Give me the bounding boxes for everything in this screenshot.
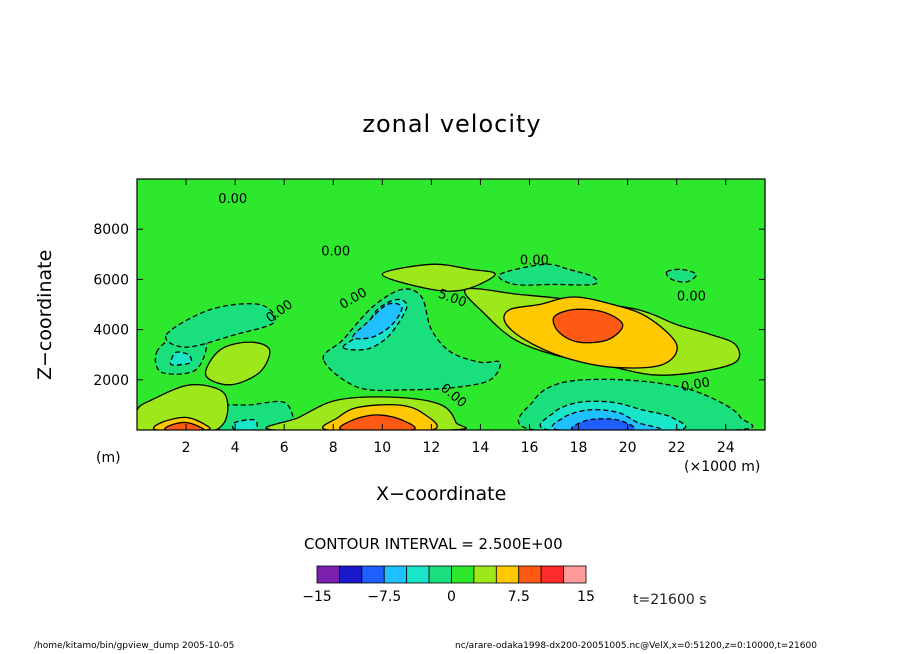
footer-right: nc/arare-odaka1998-dx200-20051005.nc@Vel…: [455, 641, 817, 651]
contour-region-9: [381, 263, 496, 292]
colorbar-swatch: [451, 565, 475, 584]
colorbar-tick-label: −15: [302, 589, 332, 605]
contour-interval-label: CONTOUR INTERVAL = 2.500E+00: [304, 535, 563, 553]
x-tick-label: 4: [231, 440, 240, 456]
contour-label: 0.00: [677, 290, 706, 305]
x-tick-label: 16: [521, 440, 539, 456]
y-tick-label: 6000: [93, 272, 129, 288]
colorbar-swatch: [339, 565, 363, 584]
contour-region-8: [204, 341, 271, 386]
x-axis-label: X−coordinate: [376, 483, 507, 505]
colorbar-swatch: [316, 565, 340, 584]
colorbar-tick-label: 0: [447, 589, 456, 605]
contour-region-5: [498, 263, 598, 286]
colorbar-tick-label: 15: [577, 589, 595, 605]
colorbar-swatch: [428, 565, 452, 584]
x-tick-label: 20: [619, 440, 637, 456]
colorbar-tick-label: 7.5: [508, 589, 530, 605]
y-tick-label: 4000: [93, 323, 129, 339]
colorbar-swatch: [495, 565, 520, 584]
contour-label: 0.00: [321, 245, 350, 260]
colorbar-tick-label: −7.5: [367, 589, 401, 605]
contour-region-2: [164, 303, 277, 348]
contour-label: 0.00: [680, 375, 711, 395]
colorbar-swatch: [540, 565, 564, 584]
footer-left: /home/kitamo/bin/gpview_dump 2005-10-05: [34, 641, 235, 651]
colorbar: −15 −7.5 0 7.5 15: [302, 565, 595, 605]
contour-field: [137, 179, 765, 430]
x-tick-label: 12: [422, 440, 440, 456]
y-axis-unit: (m): [96, 450, 121, 466]
contour-region-4: [322, 288, 502, 392]
contour-label: 0.00: [520, 253, 549, 268]
contour-region-6: [665, 268, 697, 283]
contour-region-20: [352, 302, 403, 340]
x-axis-unit: (×1000 m): [684, 459, 761, 475]
x-tick-label: 18: [570, 440, 588, 456]
x-tick-label: 6: [280, 440, 289, 456]
colorbar-swatch: [473, 565, 497, 584]
contour-region-11: [137, 384, 229, 430]
y-tick-label: 8000: [93, 222, 129, 238]
colorbar-swatch: [406, 565, 430, 584]
plot-frame: [136, 178, 766, 431]
x-tick-label: 22: [668, 440, 686, 456]
y-axis-label: Z−coordinate: [34, 249, 56, 380]
colorbar-swatch: [518, 565, 542, 584]
x-tick-label: 24: [717, 440, 735, 456]
contour-region-15: [232, 418, 258, 430]
x-tick-label: 2: [182, 440, 191, 456]
contour-region-25: [571, 418, 636, 430]
contour-region-23: [163, 421, 205, 430]
time-label: t=21600 s: [633, 592, 707, 608]
chart-title: zonal velocity: [362, 110, 542, 138]
y-tick-label: 2000: [93, 373, 129, 389]
contour-label: 0.00: [218, 192, 247, 207]
contour-region-13: [169, 351, 193, 366]
colorbar-swatch: [383, 565, 408, 584]
colorbar-swatch: [361, 565, 385, 584]
x-tick-label: 10: [373, 440, 391, 456]
contour-region-24: [339, 414, 416, 430]
x-tick-label: 8: [329, 440, 338, 456]
contour-region-22: [552, 308, 624, 344]
x-tick-label: 14: [472, 440, 490, 456]
colorbar-swatch: [563, 565, 587, 584]
